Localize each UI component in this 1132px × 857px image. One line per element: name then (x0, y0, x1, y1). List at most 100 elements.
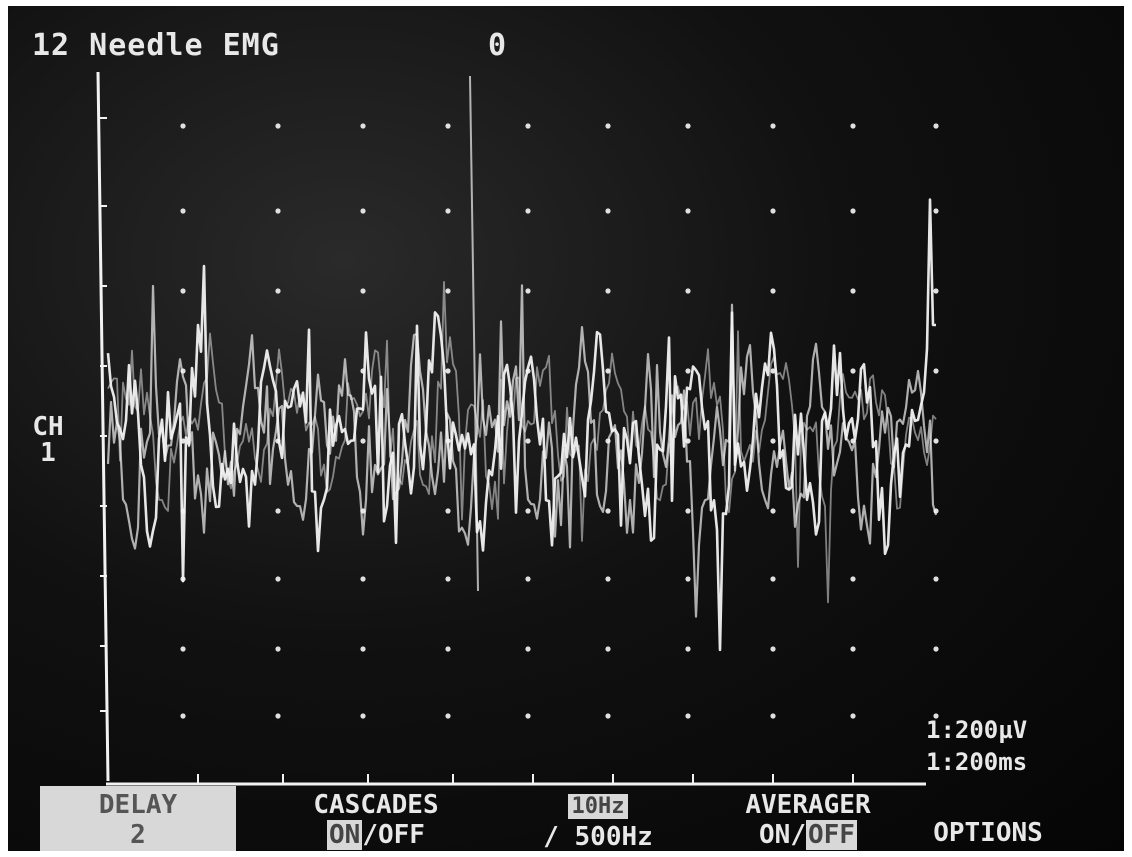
grid-dot (770, 713, 776, 719)
averager-softkey[interactable]: AVERAGER ON/OFF (708, 790, 908, 850)
y-axis-line (96, 71, 110, 782)
grid-dot (850, 576, 856, 582)
grid-dot (525, 208, 531, 214)
cascades-on-option: ON (327, 820, 363, 850)
grid-dot (933, 576, 939, 582)
grid-dot (850, 508, 856, 514)
grid-dot (685, 288, 691, 294)
grid-dot (605, 713, 611, 719)
grid-dot (605, 508, 611, 514)
grid-dot (685, 713, 691, 719)
grid-dot (360, 438, 366, 444)
grid-dot (360, 208, 366, 214)
grid-dot (525, 288, 531, 294)
cascades-softkey[interactable]: CASCADES ON/OFF (280, 790, 472, 850)
grid-dot (275, 713, 281, 719)
grid-dot (850, 123, 856, 129)
grid-dot (525, 508, 531, 514)
grid-dot (605, 576, 611, 582)
delay-value: 2 (130, 820, 146, 850)
grid-dot (850, 208, 856, 214)
grid-dot (525, 713, 531, 719)
filter-low-value: 10Hz (567, 794, 629, 819)
filter-high-value: / 500Hz (543, 822, 653, 851)
grid-dot (685, 208, 691, 214)
grid-dot (360, 288, 366, 294)
averager-off-option: OFF (806, 820, 857, 850)
grid-dot (180, 123, 186, 129)
averager-on-option: ON/ (759, 820, 806, 850)
grid-dot (275, 576, 281, 582)
grid-dot (360, 576, 366, 582)
sensitivity-readout: 1:200µV (926, 716, 1028, 744)
grid-dot (360, 713, 366, 719)
grid-dot (525, 123, 531, 129)
filter-softkey[interactable]: 10Hz / 500Hz (518, 790, 678, 851)
grid-dot (275, 123, 281, 129)
grid-dot (850, 646, 856, 652)
grid-dot (770, 646, 776, 652)
grid-dot (445, 713, 451, 719)
grid-dot (850, 713, 856, 719)
grid-dot (685, 508, 691, 514)
grid-dot (180, 646, 186, 652)
grid-dot (275, 208, 281, 214)
grid-dot (933, 123, 939, 129)
trigger-spike (469, 75, 479, 592)
grid-dot (275, 508, 281, 514)
grid-dot (770, 438, 776, 444)
grid-dot (445, 368, 451, 374)
emg-trace-display (96, 71, 939, 786)
grid-dot (770, 508, 776, 514)
grid-dot (933, 208, 939, 214)
grid-dot (933, 438, 939, 444)
grid-dot (180, 288, 186, 294)
emg-trace (107, 281, 937, 604)
grid-dot (685, 123, 691, 129)
grid-dot (525, 576, 531, 582)
grid-dot (605, 123, 611, 129)
averager-label: AVERAGER (745, 790, 871, 820)
grid-dot (275, 646, 281, 652)
grid-dot (605, 288, 611, 294)
channel-label: CH 1 (28, 414, 68, 466)
delay-label: DELAY (98, 790, 178, 820)
grid-dot (445, 576, 451, 582)
grid-dot (933, 646, 939, 652)
grid-dot (360, 123, 366, 129)
channel-label-text: CH (32, 412, 64, 442)
cascades-label: CASCADES (313, 790, 439, 820)
emg-monitor-screen: 12 Needle EMG 0 CH 1 1:200µV 1:200ms DEL… (8, 6, 1124, 851)
grid-dot (770, 576, 776, 582)
grid-dot (770, 368, 776, 374)
grid-dot (445, 508, 451, 514)
grid-dot (850, 288, 856, 294)
grid-dot (605, 208, 611, 214)
grid-dot (180, 713, 186, 719)
test-title: 12 Needle EMG (32, 28, 280, 63)
grid-dot (850, 368, 856, 374)
grid-dot (770, 288, 776, 294)
channel-number: 1 (40, 438, 56, 468)
grid-dot (685, 576, 691, 582)
grid-dot (525, 646, 531, 652)
grid-dot (770, 208, 776, 214)
grid-dot (933, 288, 939, 294)
grid-dot (685, 368, 691, 374)
grid-dot (605, 646, 611, 652)
grid-dot (445, 288, 451, 294)
grid-dot (275, 288, 281, 294)
grid-dot (445, 646, 451, 652)
options-softkey[interactable]: OPTIONS (933, 818, 1043, 848)
delay-softkey[interactable]: DELAY 2 (40, 786, 236, 851)
emg-trace (106, 284, 938, 618)
marker-value: 0 (488, 28, 507, 63)
grid-dot (525, 438, 531, 444)
grid-dot (933, 713, 939, 719)
grid-dot (360, 646, 366, 652)
grid-dot (685, 646, 691, 652)
grid-dot (770, 123, 776, 129)
grid-dot (445, 123, 451, 129)
grid-dot (445, 208, 451, 214)
grid-dot (180, 208, 186, 214)
